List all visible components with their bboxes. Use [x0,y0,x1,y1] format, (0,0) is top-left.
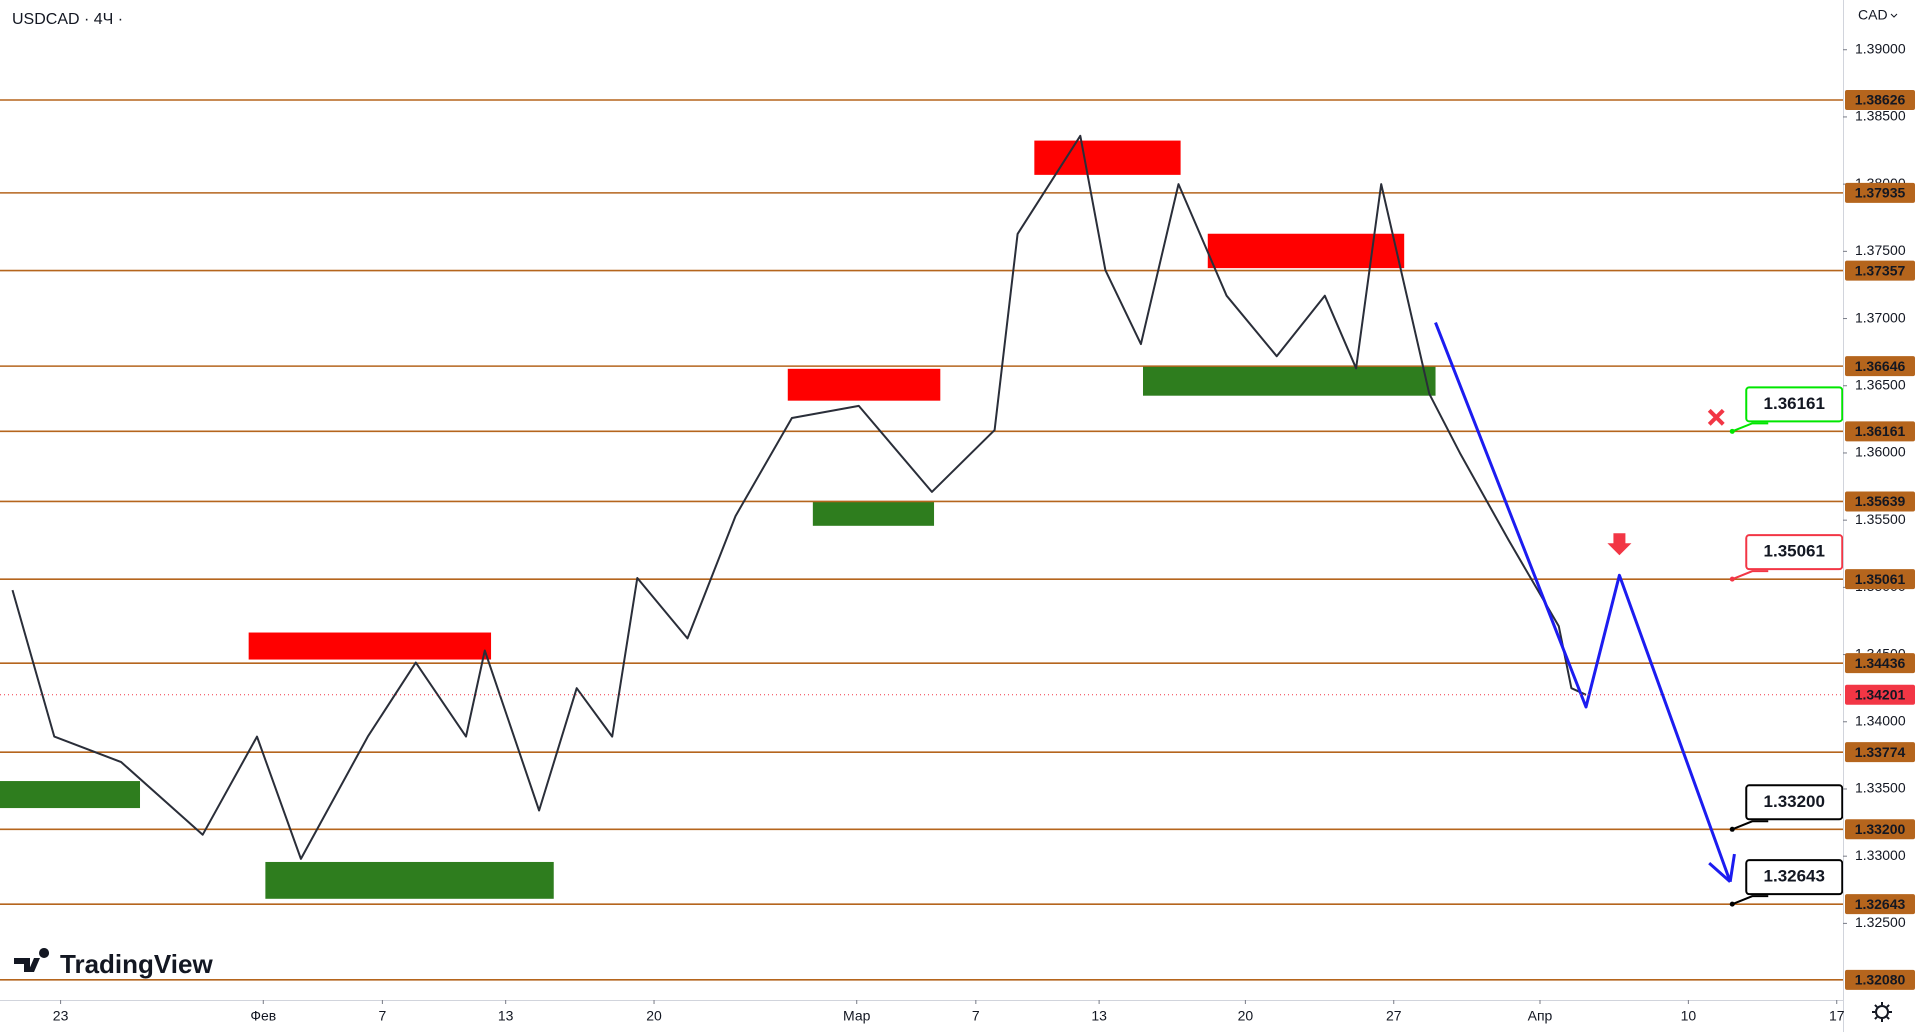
y-tick-label: 1.37000 [1855,309,1906,325]
time-axis-bg [0,1000,1843,1032]
zone [1034,140,1181,175]
level-box [1845,742,1915,763]
level-box [1845,356,1915,377]
level-box [1845,421,1915,442]
signal-arrow [1607,533,1632,556]
callout-box [1745,534,1844,571]
watermark: TradingView [60,949,213,979]
level-label: 1.34436 [1855,655,1906,671]
level-box [1845,819,1915,840]
currency-label[interactable]: CAD [1858,7,1888,23]
y-tick-label: 1.32500 [1855,914,1906,930]
gear-tooth [1874,1016,1878,1020]
callout-pointer [1731,820,1769,831]
arrow-head [1728,853,1736,882]
callout-pointer [1731,570,1769,581]
cross [1707,408,1725,426]
callout-box [1745,859,1844,896]
level-label: 1.33774 [1855,744,1906,760]
callout-label: 1.32643 [1764,867,1825,886]
x-tick-label: 7 [378,1008,386,1024]
level-box [1845,182,1915,203]
level-box [1845,90,1915,110]
watermark-logo [14,948,50,972]
x-tick-label: 13 [498,1008,514,1024]
level-box [1845,894,1915,915]
x-tick-label: 10 [1681,1008,1697,1024]
level-label: 1.32643 [1855,896,1906,912]
level-label: 1.38626 [1855,92,1906,108]
y-tick-label: 1.38500 [1855,108,1906,124]
level-label: 1.36646 [1855,358,1906,374]
callout-pointer [1731,895,1769,906]
level-label: 1.32080 [1855,972,1906,988]
callout-box [1745,386,1844,423]
arrow-head [1708,862,1732,883]
y-tick-label: 1.39000 [1855,40,1906,56]
y-tick-label: 1.35500 [1855,511,1906,527]
level-box [1845,491,1915,512]
level-label: 1.33200 [1855,821,1906,837]
zone [0,781,141,809]
gear [1875,1005,1889,1019]
x-tick-label: 23 [53,1008,69,1024]
callout-label: 1.33200 [1764,792,1825,811]
settings-button[interactable] [1872,1002,1892,1022]
level-box [1845,969,1915,990]
y-tick-label: 1.36000 [1855,444,1906,460]
zone [248,632,492,660]
last-price-box [1845,684,1915,705]
zone [1142,366,1436,396]
callout-box [1745,784,1844,821]
x-tick-label: 20 [646,1008,662,1024]
x-tick-label: 17 [1829,1008,1845,1024]
level-label: 1.36161 [1855,423,1906,439]
zone [265,861,554,899]
level-label: 1.35639 [1855,493,1906,509]
y-tick-label: 1.34000 [1855,712,1906,728]
currency-caret [1890,13,1898,18]
x-tick-label: Апр [1528,1008,1553,1024]
y-tick-label: 1.37500 [1855,242,1906,258]
projection-line [1434,322,1732,883]
x-tick-label: 27 [1386,1008,1402,1024]
y-tick-label: 1.33500 [1855,780,1906,796]
level-label: 1.35061 [1855,571,1906,587]
callout-label: 1.35061 [1764,542,1825,561]
level-label: 1.37935 [1855,185,1906,201]
last-price-label: 1.34201 [1855,686,1906,702]
gear-tooth [1886,1004,1890,1008]
gear-tooth [1874,1004,1878,1008]
x-tick-label: 7 [972,1008,980,1024]
symbol-title: USDCAD · 4Ч · [12,11,123,28]
zone [787,368,941,401]
x-tick-label: 13 [1091,1008,1107,1024]
gear-tooth [1886,1016,1890,1020]
level-box [1845,260,1915,281]
level-label: 1.37357 [1855,262,1906,278]
callout-pointer [1731,422,1769,433]
price-line [11,134,1587,860]
zone [812,501,935,526]
y-tick-label: 1.33000 [1855,847,1906,863]
level-box [1845,569,1915,590]
x-tick-label: Фев [250,1008,276,1024]
y-tick-label: 1.36500 [1855,376,1906,392]
price-axis-bg [1843,0,1920,1032]
x-tick-label: Мар [843,1008,871,1024]
x-tick-label: 20 [1238,1008,1254,1024]
callout-label: 1.36161 [1764,394,1825,413]
level-box [1845,653,1915,674]
